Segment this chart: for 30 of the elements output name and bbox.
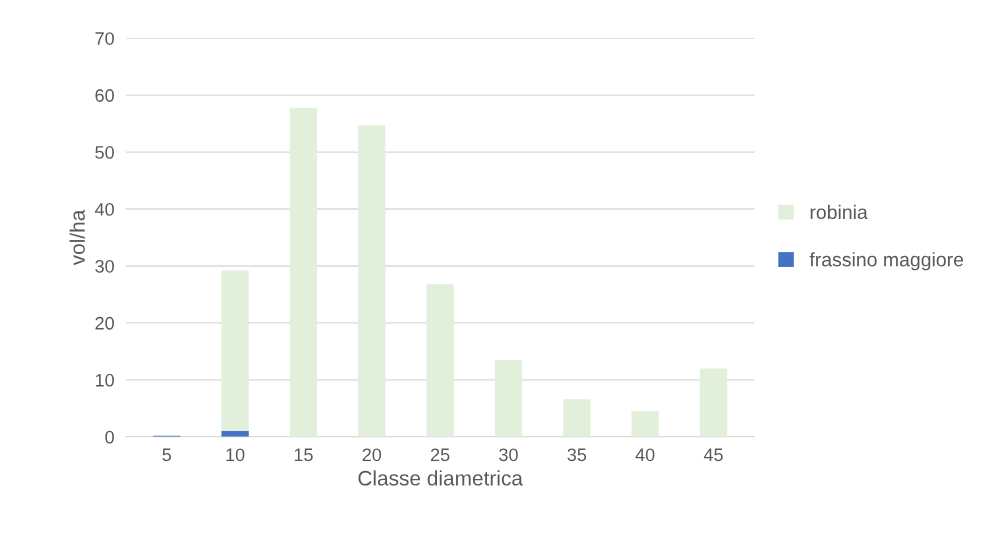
x-tick-label: 30: [499, 448, 518, 462]
bar: [289, 107, 318, 437]
y-tick-label: 60: [95, 89, 114, 102]
x-axis-title: Classe diametrica: [358, 470, 523, 486]
x-tick-label: 20: [362, 448, 382, 462]
bar: [563, 399, 591, 437]
legend-label: robinia: [810, 204, 868, 220]
x-tick-label: 35: [567, 448, 587, 462]
x-tick-label: 10: [226, 448, 245, 462]
y-tick-label: 40: [94, 202, 114, 216]
x-tick-label: 25: [430, 448, 450, 462]
bar: [221, 431, 249, 437]
x-tick-label: 5: [162, 448, 172, 462]
y-tick-label: 30: [95, 259, 114, 273]
bar: [358, 125, 386, 437]
y-tick-label: 0: [105, 430, 114, 444]
x-tick-label: 45: [703, 448, 723, 462]
bar: [494, 359, 523, 437]
x-tick-label: 40: [635, 448, 655, 462]
y-tick-label: 50: [95, 146, 114, 159]
bar: [699, 368, 728, 437]
y-axis-title: vol/ha: [69, 209, 85, 266]
bar: [426, 284, 454, 437]
y-tick-label: 10: [95, 373, 114, 387]
legend-label: frassino maggiore: [809, 252, 964, 271]
y-tick-label: 20: [95, 316, 114, 330]
x-tick-label: 15: [294, 448, 313, 462]
bar: [631, 411, 659, 437]
bar: [221, 270, 249, 432]
y-tick-label: 70: [95, 32, 114, 45]
